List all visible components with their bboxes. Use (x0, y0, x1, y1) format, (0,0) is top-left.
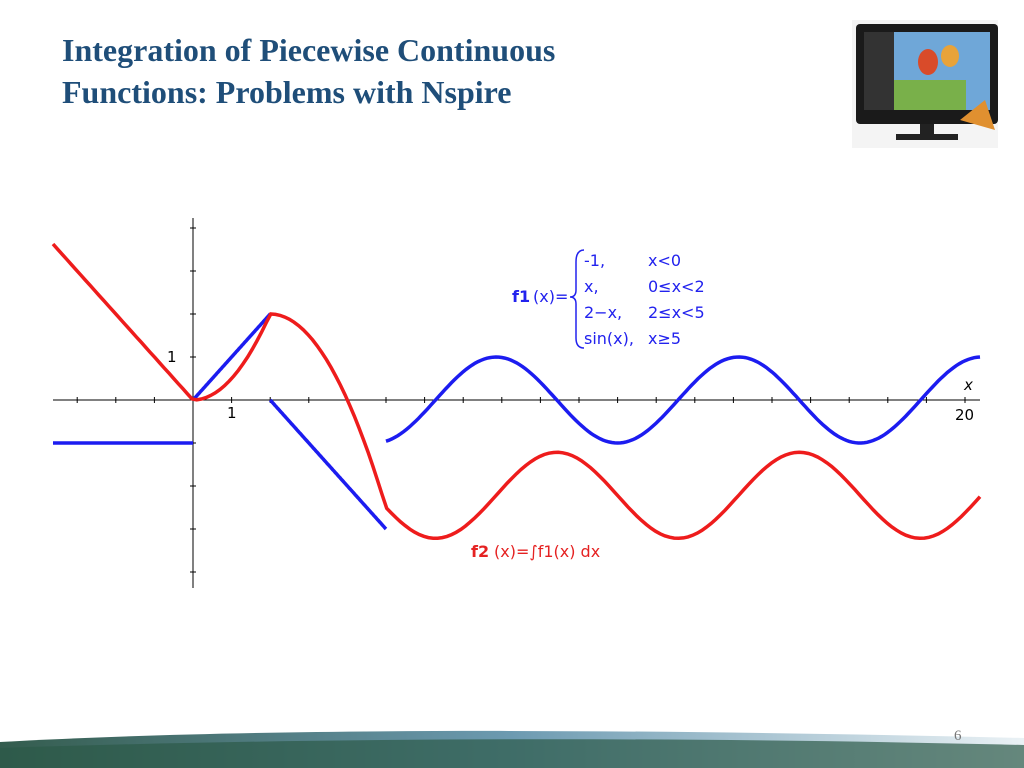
case-cond: x<0 (648, 251, 681, 270)
footer-swoosh (0, 739, 1024, 768)
curve (51, 242, 982, 541)
title-line: Functions: Problems with Nspire (62, 74, 512, 110)
case-expr: -1, (584, 251, 605, 270)
page-number: 6 (954, 728, 962, 744)
case-cond: 2≤x<5 (648, 303, 705, 322)
x-tick-label: 20 (955, 406, 974, 424)
case-cond: x≥5 (648, 329, 681, 348)
case-expr: sin(x), (584, 329, 634, 348)
f2-rhs: (x)=∫f1(x) dx (494, 542, 600, 561)
f2-name: f2 (471, 542, 489, 561)
y-tick-label: 1 (167, 348, 177, 366)
x-axis-name: x (963, 376, 973, 394)
brace (569, 249, 585, 349)
case-expr: 2−x, (584, 303, 622, 322)
monitor-icon (852, 20, 998, 148)
x-tick-label: 1 (227, 404, 237, 422)
case-cond: 0≤x<2 (648, 277, 705, 296)
curve (385, 355, 981, 445)
curve (268, 398, 388, 531)
case-expr: x, (584, 277, 599, 296)
graph (51, 218, 982, 588)
curve (191, 312, 272, 402)
f1-name: f1 (512, 287, 530, 306)
title-line: Integration of Piecewise Continuous (62, 32, 555, 68)
f1-lhs: (x)= (533, 287, 568, 306)
